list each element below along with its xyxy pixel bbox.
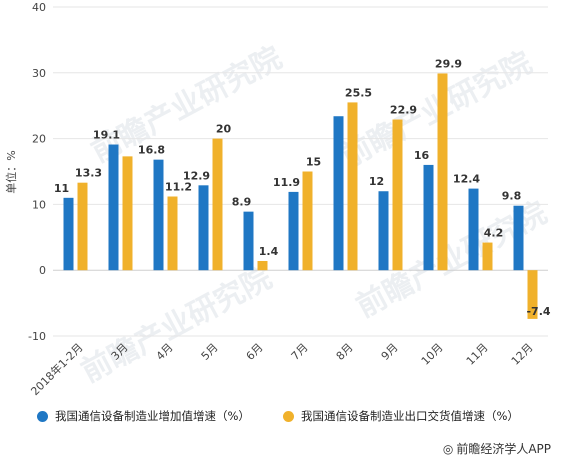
bar-series-2 <box>167 196 178 271</box>
footer-source: ◎ 前瞻经济学人APP <box>443 440 551 457</box>
bar-series-2 <box>302 171 313 271</box>
bar-series-1 <box>513 205 524 271</box>
bar-series-1 <box>288 191 299 271</box>
bar-series-1 <box>153 159 164 271</box>
data-label: 15 <box>306 156 321 169</box>
x-tick-label: 8月 <box>334 341 356 363</box>
x-tick-label: 6月 <box>244 341 266 363</box>
data-label: -7.4 <box>526 305 550 318</box>
data-label: 12.9 <box>183 169 210 182</box>
legend-swatch-blue <box>37 410 48 422</box>
data-label: 11.2 <box>165 181 192 194</box>
bar-series-2 <box>347 102 358 271</box>
bar-series-2 <box>437 73 448 271</box>
x-tick-label: 11月 <box>464 341 491 368</box>
bar-series-1 <box>333 116 344 271</box>
data-labels: 11 13.3 19.1 16.8 11.212.9 20 8.9 1.4 11.9 15 25.5… <box>54 57 551 317</box>
y-tick-label: 30 <box>32 67 46 80</box>
y-tick-label: -10 <box>28 330 46 343</box>
data-label: 16.8 <box>138 144 165 157</box>
data-label: 19.1 <box>93 129 120 142</box>
bar-series-2 <box>392 119 403 271</box>
data-label: 22.9 <box>390 104 417 117</box>
data-label: 20 <box>216 123 232 136</box>
footer-text: 前瞻经济学人APP <box>456 442 551 456</box>
bar-series-1 <box>423 164 434 271</box>
data-label: 11 <box>54 182 69 195</box>
bar-series-1 <box>243 211 254 271</box>
bars <box>63 73 538 319</box>
x-tick-label: 9月 <box>379 341 401 363</box>
bar-series-2 <box>527 270 538 319</box>
bar-series-1 <box>468 188 479 271</box>
x-tick-label: 2018年1-2月 <box>28 340 86 398</box>
x-tick-label: 4月 <box>154 341 176 363</box>
data-label: 16 <box>414 149 430 162</box>
bar-series-2 <box>77 182 88 271</box>
y-tick-label: 10 <box>32 198 46 211</box>
x-tick-label: 3月 <box>109 341 131 363</box>
legend-label-series-2: 我国通信设备制造业出口交货值增速（%） <box>301 409 519 423</box>
data-label: 13.3 <box>75 167 102 180</box>
x-tick-label: 10月 <box>419 341 446 368</box>
wechat-icon: ◎ <box>442 441 454 456</box>
legend: 我国通信设备制造业增加值增速（%） 我国通信设备制造业出口交货值增速（%） <box>0 408 561 432</box>
legend-item-series-1: 我国通信设备制造业增加值增速（%） <box>37 408 250 424</box>
bar-series-2 <box>257 260 268 271</box>
data-label: 12.4 <box>453 173 480 186</box>
x-tick-label: 5月 <box>199 341 221 363</box>
bar-series-1 <box>63 197 74 271</box>
y-tick-label: 40 <box>32 1 46 14</box>
bar-series-2 <box>122 156 133 271</box>
data-label: 11.9 <box>273 176 300 189</box>
y-tick-label: 0 <box>39 264 46 277</box>
bar-series-2 <box>212 138 223 271</box>
legend-item-series-2: 我国通信设备制造业出口交货值增速（%） <box>283 408 519 424</box>
bar-series-1 <box>198 185 209 271</box>
y-tick-label: 20 <box>32 133 46 146</box>
grid-lines <box>53 6 548 337</box>
y-axis-label: 单位：% <box>4 150 18 193</box>
legend-label-series-1: 我国通信设备制造业增加值增速（%） <box>55 409 250 423</box>
data-label: 9.8 <box>502 190 522 203</box>
data-label: 4.2 <box>484 227 504 240</box>
data-label: 1.4 <box>259 245 279 258</box>
data-label: 8.9 <box>232 196 252 209</box>
data-label: 25.5 <box>345 86 372 99</box>
bar-series-1 <box>378 191 389 271</box>
x-tick-label: 7月 <box>289 341 311 363</box>
bar-series-1 <box>108 144 119 271</box>
data-label: 12 <box>369 175 384 188</box>
data-label: 29.9 <box>435 57 462 70</box>
bar-series-2 <box>482 242 493 271</box>
legend-swatch-orange <box>283 410 294 422</box>
x-tick-label: 12月 <box>509 341 536 368</box>
